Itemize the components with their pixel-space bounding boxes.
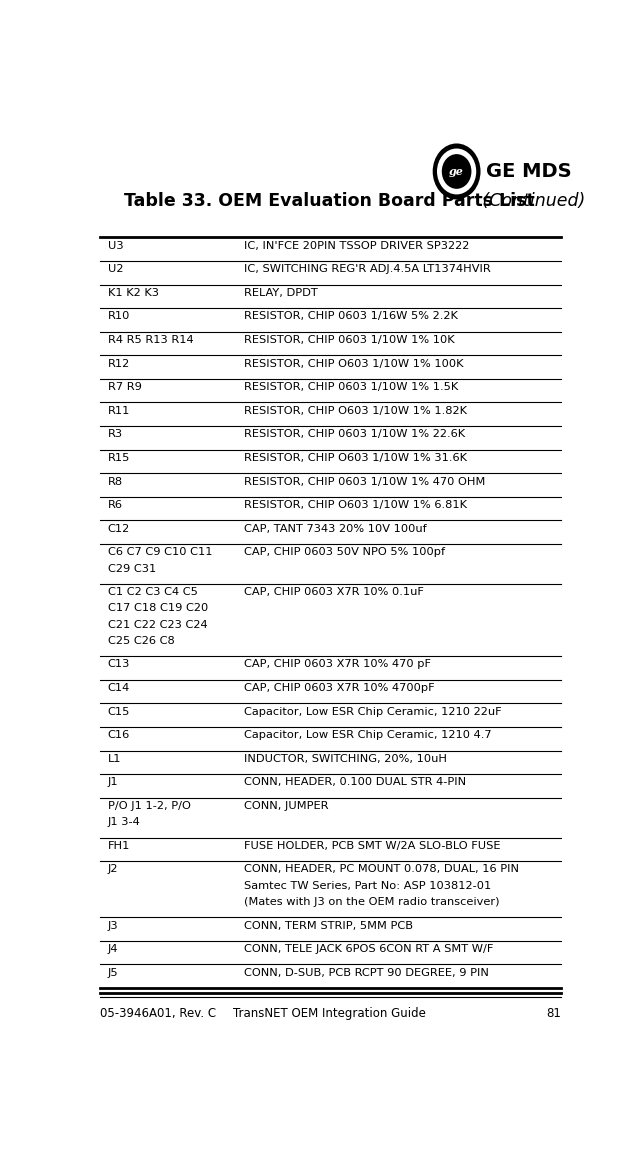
Text: C12: C12 [108, 523, 130, 534]
Text: CAP, TANT 7343 20% 10V 100uf: CAP, TANT 7343 20% 10V 100uf [244, 523, 426, 534]
Text: CONN, JUMPER: CONN, JUMPER [244, 801, 329, 811]
Text: Samtec TW Series, Part No: ASP 103812-01: Samtec TW Series, Part No: ASP 103812-01 [244, 881, 491, 890]
Text: P/O J1 1-2, P/O: P/O J1 1-2, P/O [108, 801, 191, 811]
Text: (Mates with J3 on the OEM radio transceiver): (Mates with J3 on the OEM radio transcei… [244, 897, 499, 907]
Text: R15: R15 [108, 453, 130, 463]
Text: J5: J5 [108, 968, 118, 977]
Ellipse shape [437, 149, 476, 195]
Text: R3: R3 [108, 429, 123, 440]
Text: ge: ge [449, 165, 464, 177]
Text: CONN, HEADER, PC MOUNT 0.078, DUAL, 16 PIN: CONN, HEADER, PC MOUNT 0.078, DUAL, 16 P… [244, 865, 519, 874]
Text: C14: C14 [108, 683, 130, 693]
Text: C6 C7 C9 C10 C11: C6 C7 C9 C10 C11 [108, 548, 212, 557]
Text: R4 R5 R13 R14: R4 R5 R13 R14 [108, 335, 194, 345]
Text: J3: J3 [108, 921, 118, 930]
Text: CONN, TERM STRIP, 5MM PCB: CONN, TERM STRIP, 5MM PCB [244, 921, 413, 930]
Text: RELAY, DPDT: RELAY, DPDT [244, 287, 318, 298]
Text: Capacitor, Low ESR Chip Ceramic, 1210 22uF: Capacitor, Low ESR Chip Ceramic, 1210 22… [244, 706, 502, 717]
Text: U2: U2 [108, 264, 123, 274]
Text: C17 C18 C19 C20: C17 C18 C19 C20 [108, 603, 208, 613]
Text: 05-3946A01, Rev. C: 05-3946A01, Rev. C [100, 1006, 217, 1019]
Text: CONN, D-SUB, PCB RCPT 90 DEGREE, 9 PIN: CONN, D-SUB, PCB RCPT 90 DEGREE, 9 PIN [244, 968, 489, 977]
Text: J4: J4 [108, 944, 118, 954]
Text: RESISTOR, CHIP O603 1/10W 1% 100K: RESISTOR, CHIP O603 1/10W 1% 100K [244, 359, 463, 368]
Text: TransNET OEM Integration Guide: TransNET OEM Integration Guide [233, 1006, 426, 1019]
Text: GE MDS: GE MDS [485, 162, 571, 181]
Text: RESISTOR, CHIP 0603 1/10W 1% 22.6K: RESISTOR, CHIP 0603 1/10W 1% 22.6K [244, 429, 465, 440]
Text: RESISTOR, CHIP 0603 1/10W 1% 1.5K: RESISTOR, CHIP 0603 1/10W 1% 1.5K [244, 382, 458, 392]
Text: J2: J2 [108, 865, 118, 874]
Text: IC, IN'FCE 20PIN TSSOP DRIVER SP3222: IC, IN'FCE 20PIN TSSOP DRIVER SP3222 [244, 240, 469, 251]
Text: C13: C13 [108, 659, 130, 670]
Text: R6: R6 [108, 500, 123, 510]
Text: CAP, CHIP 0603 50V NPO 5% 100pf: CAP, CHIP 0603 50V NPO 5% 100pf [244, 548, 445, 557]
Text: J1 3-4: J1 3-4 [108, 818, 141, 827]
Text: C25 C26 C8: C25 C26 C8 [108, 636, 174, 646]
Text: 81: 81 [547, 1006, 561, 1019]
Text: U3: U3 [108, 240, 123, 251]
Ellipse shape [433, 143, 480, 199]
Text: K1 K2 K3: K1 K2 K3 [108, 287, 159, 298]
Text: IC, SWITCHING REG'R ADJ.4.5A LT1374HVIR: IC, SWITCHING REG'R ADJ.4.5A LT1374HVIR [244, 264, 491, 274]
Text: RESISTOR, CHIP 0603 1/16W 5% 2.2K: RESISTOR, CHIP 0603 1/16W 5% 2.2K [244, 312, 458, 321]
Text: R7 R9: R7 R9 [108, 382, 141, 392]
Text: L1: L1 [108, 754, 122, 764]
Text: CONN, TELE JACK 6POS 6CON RT A SMT W/F: CONN, TELE JACK 6POS 6CON RT A SMT W/F [244, 944, 493, 954]
Text: CAP, CHIP 0603 X7R 10% 0.1uF: CAP, CHIP 0603 X7R 10% 0.1uF [244, 588, 424, 597]
Text: J1: J1 [108, 778, 118, 787]
Text: CONN, HEADER, 0.100 DUAL STR 4-PIN: CONN, HEADER, 0.100 DUAL STR 4-PIN [244, 778, 466, 787]
Text: RESISTOR, CHIP O603 1/10W 1% 6.81K: RESISTOR, CHIP O603 1/10W 1% 6.81K [244, 500, 467, 510]
Text: C15: C15 [108, 706, 130, 717]
Text: R10: R10 [108, 312, 130, 321]
Text: RESISTOR, CHIP O603 1/10W 1% 1.82K: RESISTOR, CHIP O603 1/10W 1% 1.82K [244, 406, 467, 415]
Text: INDUCTOR, SWITCHING, 20%, 10uH: INDUCTOR, SWITCHING, 20%, 10uH [244, 754, 447, 764]
Text: CAP, CHIP 0603 X7R 10% 4700pF: CAP, CHIP 0603 X7R 10% 4700pF [244, 683, 435, 693]
Text: (Continued): (Continued) [476, 192, 584, 210]
Text: RESISTOR, CHIP O603 1/10W 1% 31.6K: RESISTOR, CHIP O603 1/10W 1% 31.6K [244, 453, 467, 463]
Text: R12: R12 [108, 359, 130, 368]
Ellipse shape [442, 154, 471, 189]
Text: Capacitor, Low ESR Chip Ceramic, 1210 4.7: Capacitor, Low ESR Chip Ceramic, 1210 4.… [244, 731, 491, 740]
Text: RESISTOR, CHIP 0603 1/10W 1% 10K: RESISTOR, CHIP 0603 1/10W 1% 10K [244, 335, 455, 345]
Text: C21 C22 C23 C24: C21 C22 C23 C24 [108, 619, 208, 630]
Text: CAP, CHIP 0603 X7R 10% 470 pF: CAP, CHIP 0603 X7R 10% 470 pF [244, 659, 431, 670]
Text: C16: C16 [108, 731, 130, 740]
Text: C1 C2 C3 C4 C5: C1 C2 C3 C4 C5 [108, 588, 197, 597]
Text: Table 33. OEM Evaluation Board Parts List: Table 33. OEM Evaluation Board Parts Lis… [124, 192, 535, 210]
Text: C29 C31: C29 C31 [108, 563, 156, 574]
Text: FH1: FH1 [108, 841, 130, 850]
Text: R8: R8 [108, 476, 123, 487]
Text: RESISTOR, CHIP 0603 1/10W 1% 470 OHM: RESISTOR, CHIP 0603 1/10W 1% 470 OHM [244, 476, 485, 487]
Text: R11: R11 [108, 406, 130, 415]
Text: FUSE HOLDER, PCB SMT W/2A SLO-BLO FUSE: FUSE HOLDER, PCB SMT W/2A SLO-BLO FUSE [244, 841, 500, 850]
